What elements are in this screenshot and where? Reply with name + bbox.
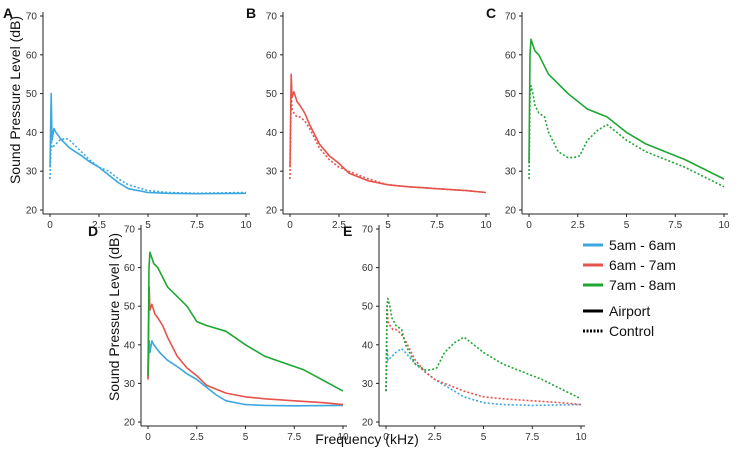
series-line-7am-8am-control [528, 85, 725, 188]
y-tick-label: 20 [362, 418, 374, 429]
x-tick-label: 0 [287, 220, 293, 231]
y-axis-label-bottom: Sound Pressure Level (dB) [106, 233, 122, 401]
series-line-7am-8am-airport [528, 38, 725, 180]
x-tick-label: 0 [383, 432, 389, 443]
y-tick-label: 20 [26, 206, 38, 217]
y-tick-label: 70 [362, 225, 374, 236]
x-tick-label: 0 [526, 220, 532, 231]
y-tick-label: 30 [266, 167, 278, 178]
panel-label: C [486, 5, 496, 21]
x-tick-label: 10 [337, 432, 349, 443]
x-tick-label: 2.5 [428, 432, 442, 443]
y-tick-label: 50 [505, 89, 517, 100]
series-line-6am-7am-control [289, 92, 487, 194]
legend-label: 5am - 6am [609, 237, 676, 253]
y-tick-label: 50 [362, 302, 374, 313]
legend-style-label: Airport [609, 303, 650, 319]
x-tick-label: 5 [481, 432, 487, 443]
x-tick-label: 5 [385, 220, 391, 231]
x-tick-label: 2.5 [190, 432, 204, 443]
y-tick-label: 30 [505, 167, 517, 178]
x-tick-label: 7.5 [525, 432, 539, 443]
series-line-5am-6am-control [49, 135, 247, 195]
x-tick-label: 7.5 [287, 432, 301, 443]
legend-style-label: Control [609, 323, 654, 339]
y-tick-label: 50 [26, 89, 38, 100]
legend-label: 6am - 7am [609, 257, 676, 273]
x-tick-label: 2.5 [571, 220, 585, 231]
panel-label: D [88, 223, 98, 239]
series-line-6am-7am-airport [147, 286, 344, 406]
y-tick-label: 30 [124, 379, 136, 390]
x-tick-label: 10 [240, 220, 252, 231]
panel-a: A 20 30 40 50 60 70 0 2.5 5 7.5 10 [3, 5, 252, 231]
x-axis-label: Frequency (kHz) [315, 431, 418, 447]
panel-label: A [3, 5, 13, 21]
y-tick-label: 60 [362, 263, 374, 274]
series-line-6am-7am-control [385, 305, 582, 406]
series-line-7am-8am-control [385, 297, 582, 400]
y-tick-label: 20 [266, 206, 278, 217]
series-line-6am-7am-airport [289, 73, 487, 194]
y-tick-label: 60 [505, 50, 517, 61]
x-tick-label: 10 [575, 432, 587, 443]
x-tick-label: 0 [145, 432, 151, 443]
x-tick-label: 7.5 [668, 220, 682, 231]
x-tick-label: 10 [480, 220, 492, 231]
x-tick-label: 2.5 [332, 220, 346, 231]
y-tick-label: 40 [266, 128, 278, 139]
x-tick-label: 5 [145, 220, 151, 231]
y-tick-label: 60 [124, 263, 136, 274]
y-tick-label: 60 [266, 50, 278, 61]
panel-c: C 20 30 40 50 60 70 0 2.5 5 7.5 10 [486, 5, 730, 231]
y-tick-label: 40 [124, 340, 136, 351]
y-tick-label: 30 [26, 167, 38, 178]
series-line-7am-8am-airport [147, 251, 344, 392]
y-tick-label: 50 [266, 89, 278, 100]
panel-label: E [343, 223, 352, 239]
x-tick-label: 5 [243, 432, 249, 443]
series-line-5am-6am-airport [147, 340, 344, 407]
x-tick-label: 7.5 [430, 220, 444, 231]
x-tick-label: 10 [718, 220, 730, 231]
series-line-5am-6am-control [385, 347, 582, 407]
x-tick-label: 5 [624, 220, 630, 231]
y-tick-label: 40 [362, 340, 374, 351]
y-tick-label: 50 [124, 302, 136, 313]
y-tick-label: 40 [505, 128, 517, 139]
series-line-5am-6am-airport [49, 92, 247, 195]
y-tick-label: 40 [26, 128, 38, 139]
y-tick-label: 20 [505, 206, 517, 217]
y-axis-label-top: Sound Pressure Level (dB) [7, 16, 23, 184]
y-tick-label: 70 [505, 12, 517, 23]
y-tick-label: 30 [362, 379, 374, 390]
legend: 5am - 6am 6am - 7am 7am - 8am Airport Contro… [583, 237, 676, 339]
y-tick-label: 70 [26, 12, 38, 23]
y-tick-label: 60 [26, 50, 38, 61]
panel-b: B 20 30 40 50 60 70 0 2.5 5 7.5 10 [246, 5, 492, 231]
y-tick-label: 70 [124, 225, 136, 236]
x-tick-label: 2.5 [92, 220, 106, 231]
y-tick-label: 70 [266, 12, 278, 23]
panel-label: B [246, 5, 256, 21]
legend-label: 7am - 8am [609, 277, 676, 293]
y-tick-label: 20 [124, 418, 136, 429]
x-tick-label: 0 [47, 220, 53, 231]
x-tick-label: 7.5 [190, 220, 204, 231]
